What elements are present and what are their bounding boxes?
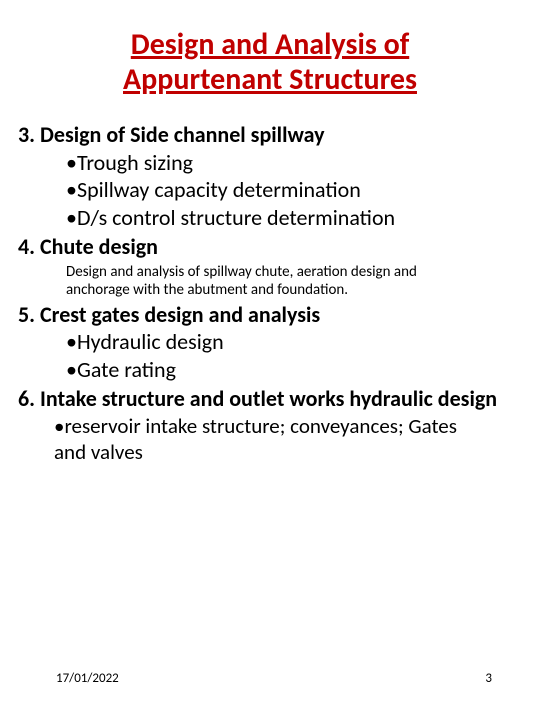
footer-date: 17/01/2022 (56, 671, 119, 686)
section-3-heading: 3. Design of Side channel spillway (18, 121, 522, 149)
bullet-text: reservoir intake structure; conveyances;… (54, 413, 457, 465)
title-line-1: Design and Analysis of (131, 26, 409, 63)
section-4-note: Design and analysis of spillway chute, a… (66, 263, 482, 299)
slide-footer: 17/01/2022 3 (0, 671, 540, 686)
bullet-icon: • (54, 413, 64, 439)
bullet-item: •Hydraulic design (66, 328, 522, 356)
section-5-bullets: •Hydraulic design •Gate rating (66, 328, 522, 383)
bullet-text: Trough sizing (77, 149, 193, 176)
bullet-icon: • (66, 149, 77, 177)
title-line-2: Appurtenant Structures (123, 61, 417, 98)
bullet-text: D/s control structure determination (77, 204, 395, 231)
bullet-icon: • (66, 176, 77, 204)
bullet-icon: • (66, 356, 77, 384)
bullet-item: •Spillway capacity determination (66, 176, 522, 204)
section-6-heading: 6. Intake structure and outlet works hyd… (18, 385, 522, 413)
bullet-item: •Gate rating (66, 356, 522, 384)
slide-container: Design and Analysis of Appurtenant Struc… (0, 0, 540, 720)
bullet-item: •Trough sizing (66, 149, 522, 177)
bullet-icon: • (66, 204, 77, 232)
page-number: 3 (485, 671, 492, 686)
bullet-item: •D/s control structure determination (66, 204, 522, 232)
bullet-text: Hydraulic design (77, 328, 224, 355)
bullet-text: Spillway capacity determination (77, 176, 361, 203)
section-5-heading: 5. Crest gates design and analysis (18, 301, 522, 329)
bullet-icon: • (66, 328, 77, 356)
bullet-text: Gate rating (77, 356, 176, 383)
section-6-sub-bullet: • reservoir intake structure; conveyance… (54, 413, 492, 466)
section-3-bullets: •Trough sizing •Spillway capacity determ… (66, 149, 522, 232)
section-4-heading: 4. Chute design (18, 233, 522, 261)
slide-title: Design and Analysis of Appurtenant Struc… (18, 28, 522, 97)
